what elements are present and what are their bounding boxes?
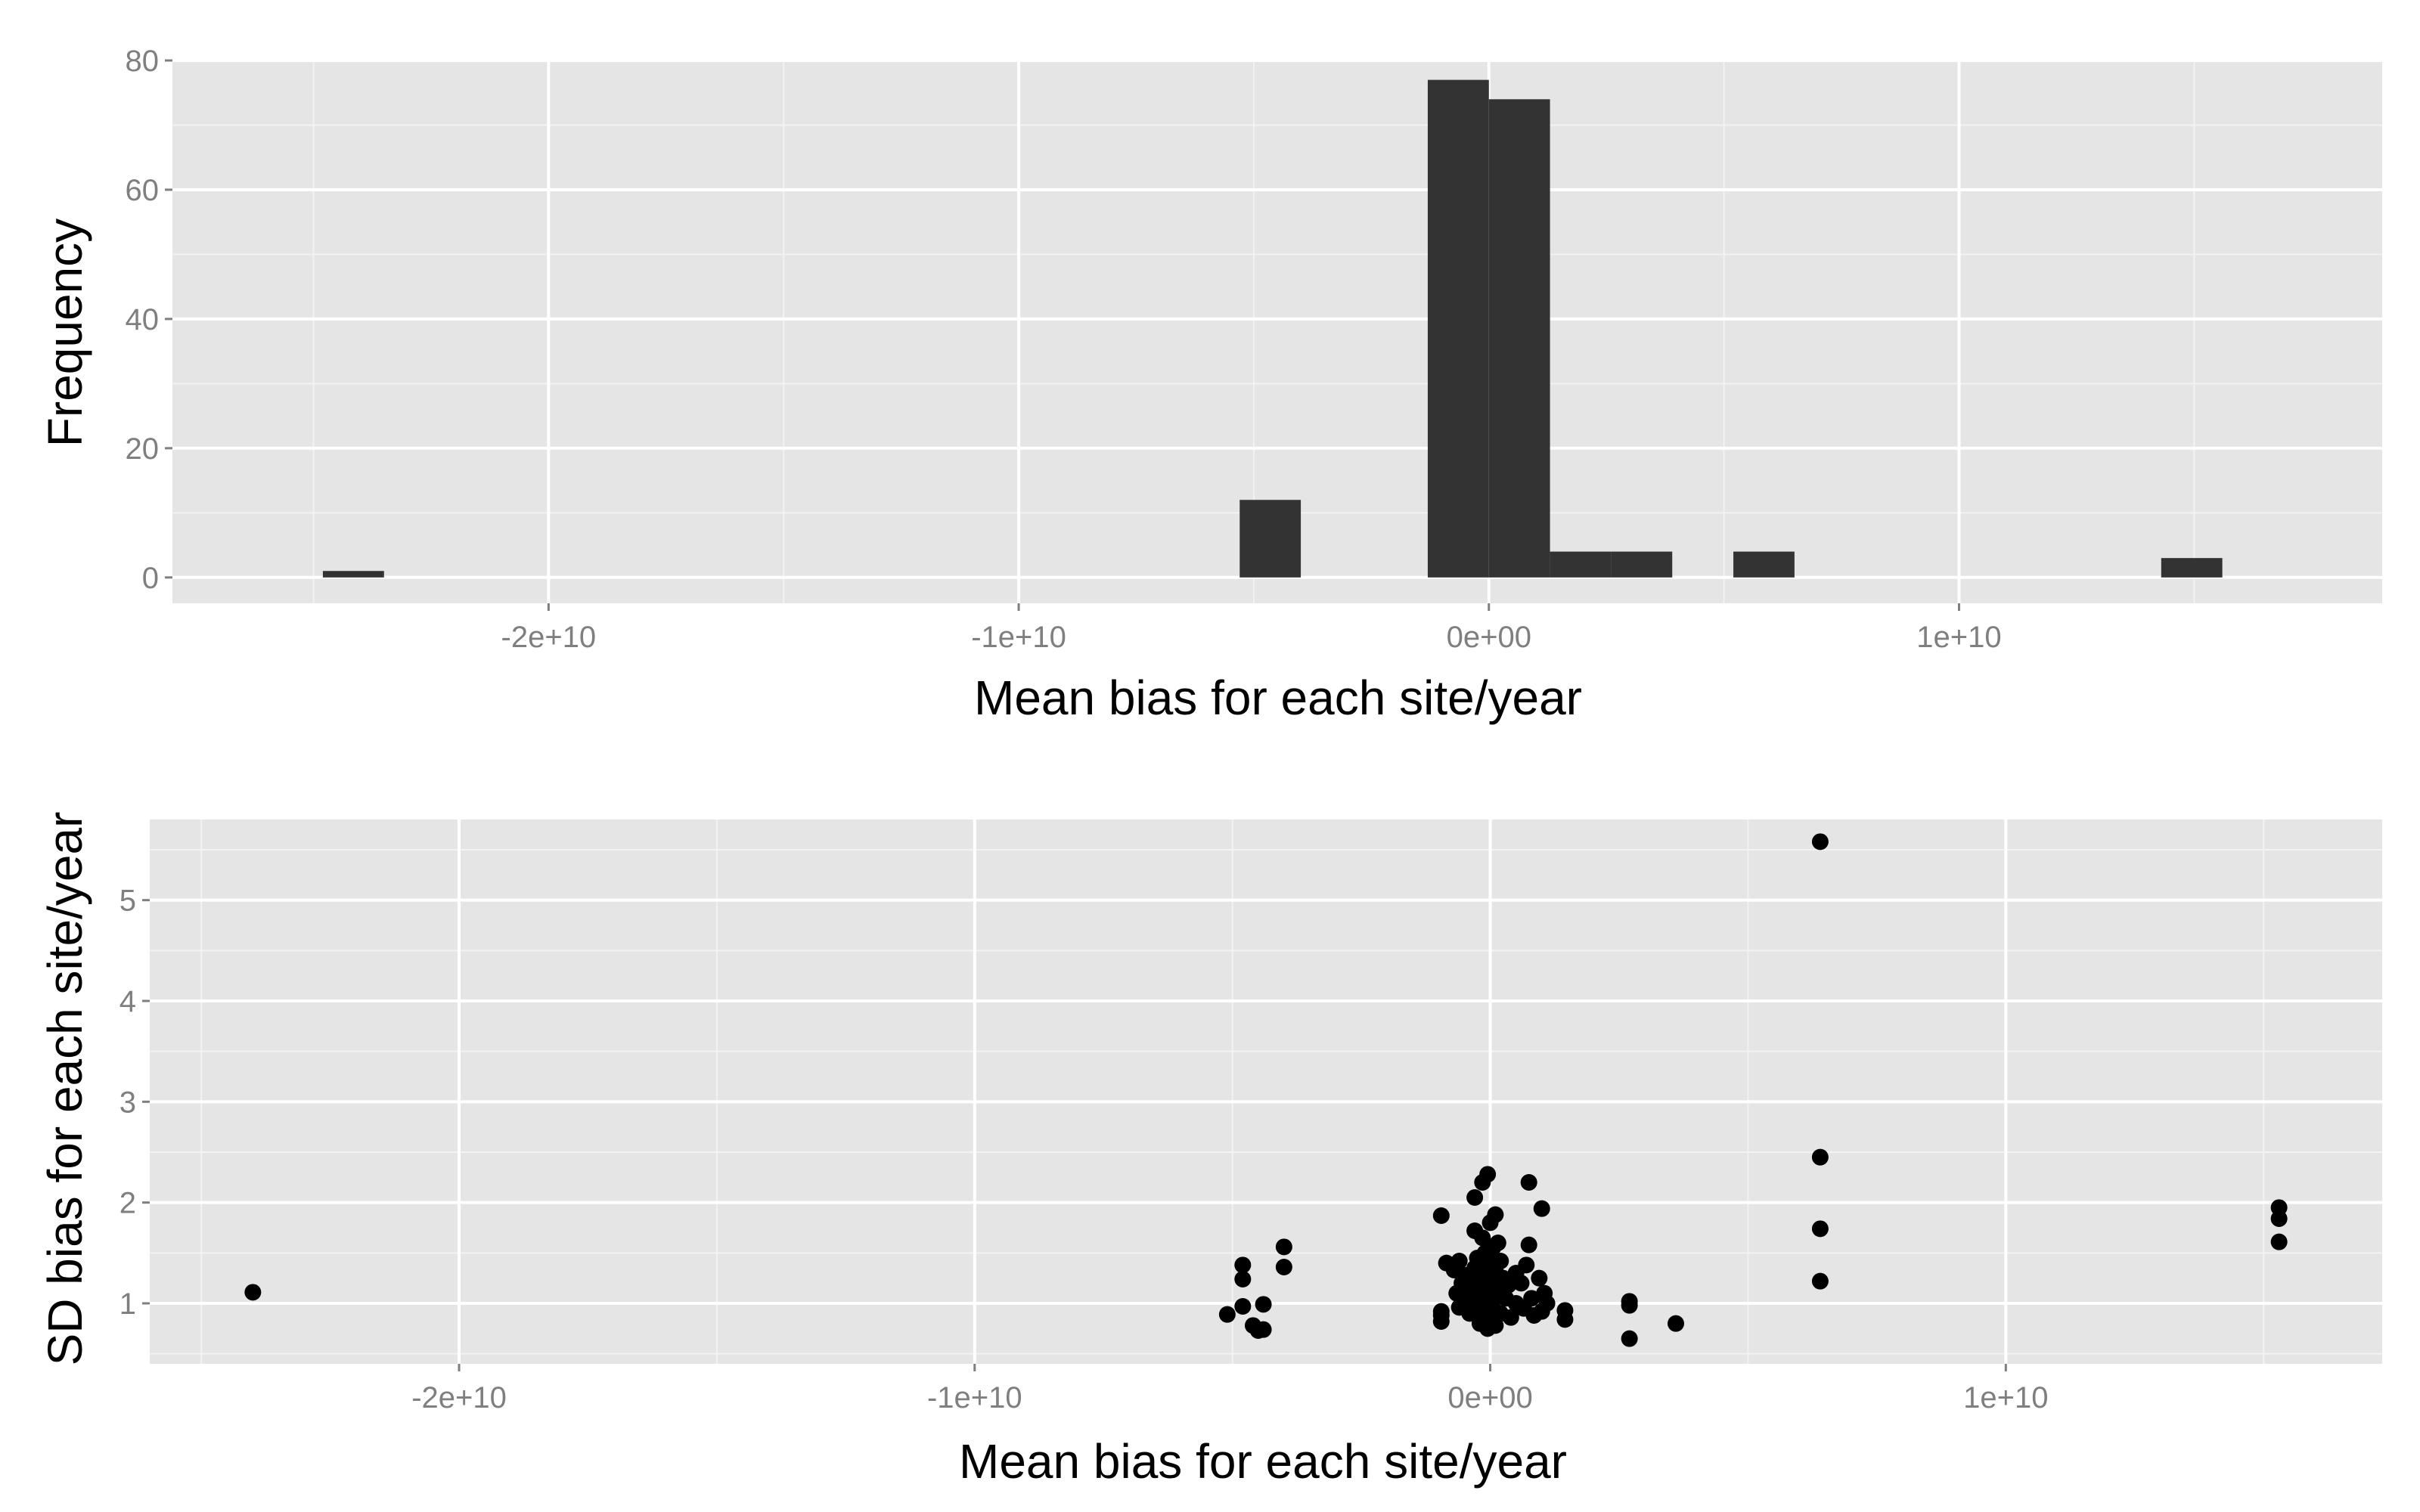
histogram-bar bbox=[1488, 99, 1550, 578]
scatter-point bbox=[244, 1284, 262, 1301]
scatter-point bbox=[1255, 1321, 1272, 1338]
scatter-point bbox=[1432, 1307, 1450, 1324]
histogram-x-tick-label: 0e+00 bbox=[1447, 621, 1531, 654]
scatter-y-tick-label: 5 bbox=[119, 885, 136, 918]
scatter-point bbox=[1512, 1275, 1530, 1292]
histogram-bar bbox=[1550, 551, 1612, 578]
scatter-y-axis-title: SD bias for each site/year bbox=[38, 812, 92, 1366]
scatter-panel: -2e+10 -1e+10 0e+00 1e+10 1 2 3 4 5 bbox=[119, 820, 2382, 1414]
scatter-point bbox=[1275, 1259, 1292, 1275]
scatter-point bbox=[1474, 1229, 1491, 1247]
histogram-y-tick-label: 0 bbox=[142, 562, 159, 595]
scatter-point bbox=[1531, 1269, 1548, 1287]
scatter-y-tick-label: 1 bbox=[119, 1287, 136, 1321]
scatter-point bbox=[1450, 1253, 1468, 1269]
histogram-x-tick-label: -1e+10 bbox=[971, 621, 1066, 654]
histogram-bar bbox=[1611, 551, 1673, 578]
histogram-y-tick-label: 60 bbox=[126, 174, 160, 207]
scatter-y-tick-label: 4 bbox=[119, 985, 136, 1018]
scatter-point bbox=[1523, 1290, 1540, 1307]
scatter-point bbox=[1275, 1238, 1292, 1256]
scatter-point bbox=[1533, 1200, 1550, 1217]
histogram-bar bbox=[1733, 551, 1795, 578]
scatter-point bbox=[1234, 1298, 1252, 1315]
histogram-bar bbox=[322, 571, 384, 578]
scatter-point bbox=[2270, 1233, 2288, 1250]
scatter-x-axis-title: Mean bias for each site/year bbox=[959, 1434, 1567, 1489]
scatter-plot-background bbox=[150, 820, 2382, 1364]
scatter-point bbox=[1811, 1220, 1829, 1238]
histogram-y-tick-label: 20 bbox=[126, 432, 160, 466]
scatter-point bbox=[1489, 1235, 1506, 1251]
scatter-point bbox=[1538, 1295, 1556, 1312]
scatter-x-tick-label: 1e+10 bbox=[1963, 1381, 2048, 1414]
scatter-point bbox=[1234, 1271, 1252, 1287]
scatter-x-tick-label: -2e+10 bbox=[411, 1381, 507, 1414]
scatter-point bbox=[1500, 1277, 1517, 1294]
scatter-point bbox=[1234, 1256, 1252, 1274]
scatter-point bbox=[1479, 1166, 1497, 1183]
histogram-panel: -2e+10 -1e+10 0e+00 1e+10 0 20 40 60 80 bbox=[126, 45, 2382, 654]
scatter-y-tick-label: 3 bbox=[119, 1086, 136, 1119]
scatter-point bbox=[1466, 1189, 1484, 1206]
histogram-x-tick-label: 1e+10 bbox=[1916, 621, 2001, 654]
scatter-point bbox=[1218, 1306, 1236, 1323]
scatter-point bbox=[1621, 1330, 1638, 1347]
scatter-point bbox=[1432, 1207, 1450, 1224]
scatter-y-tick-label: 2 bbox=[119, 1187, 136, 1220]
histogram-y-tick-label: 40 bbox=[126, 303, 160, 336]
scatter-point bbox=[1556, 1311, 1574, 1328]
scatter-x-tick-label: -1e+10 bbox=[927, 1381, 1022, 1414]
scatter-point bbox=[1520, 1236, 1537, 1253]
scatter-point bbox=[1492, 1253, 1509, 1269]
scatter-point bbox=[1811, 833, 1829, 850]
scatter-point bbox=[1520, 1174, 1537, 1191]
scatter-point bbox=[1255, 1296, 1272, 1313]
histogram-bar bbox=[1427, 79, 1489, 578]
histogram-x-axis-title: Mean bias for each site/year bbox=[974, 671, 1582, 725]
histogram-x-tick-label: -2e+10 bbox=[501, 621, 597, 654]
scatter-point bbox=[1811, 1148, 1829, 1166]
scatter-point bbox=[1502, 1309, 1519, 1326]
scatter-point bbox=[2270, 1210, 2288, 1227]
scatter-point bbox=[1487, 1206, 1504, 1223]
histogram-bar bbox=[2161, 558, 2223, 578]
histogram-y-axis-title: Frequency bbox=[38, 218, 92, 447]
scatter-point bbox=[1667, 1315, 1684, 1332]
histogram-y-tick-label: 80 bbox=[126, 45, 160, 78]
scatter-point bbox=[1518, 1256, 1535, 1274]
histogram-bar bbox=[1239, 500, 1302, 578]
scatter-x-tick-label: 0e+00 bbox=[1447, 1381, 1532, 1414]
scatter-point bbox=[1811, 1272, 1829, 1290]
scatter-point bbox=[1621, 1297, 1638, 1314]
